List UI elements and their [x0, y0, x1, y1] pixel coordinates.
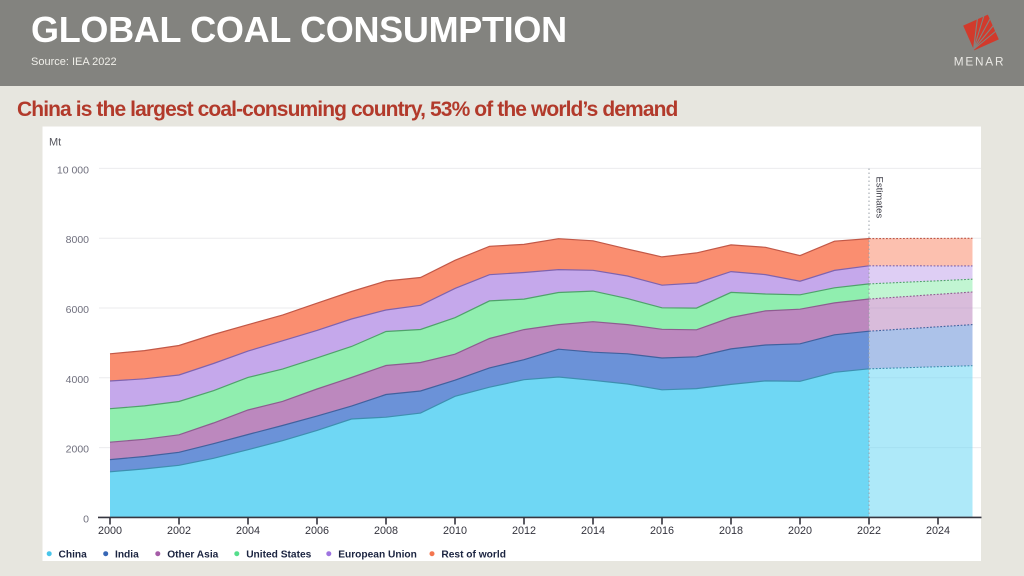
svg-text:Estimates: Estimates	[874, 177, 885, 219]
svg-text:Other Asia: Other Asia	[167, 549, 218, 560]
svg-text:2020: 2020	[788, 525, 812, 537]
svg-text:Rest of world: Rest of world	[441, 549, 506, 560]
svg-text:2000: 2000	[98, 525, 122, 537]
svg-text:6000: 6000	[66, 304, 90, 316]
svg-text:MENAR: MENAR	[954, 54, 1006, 68]
svg-text:10 000: 10 000	[57, 164, 89, 176]
svg-text:8000: 8000	[66, 234, 90, 246]
svg-text:2006: 2006	[305, 525, 329, 537]
svg-text:China: China	[59, 549, 88, 560]
svg-text:Mt: Mt	[49, 137, 61, 149]
svg-text:2016: 2016	[650, 525, 674, 537]
svg-text:2010: 2010	[443, 525, 467, 537]
svg-text:European Union: European Union	[338, 549, 417, 560]
svg-text:2022: 2022	[857, 525, 881, 537]
svg-text:2004: 2004	[236, 525, 260, 537]
svg-text:4000: 4000	[66, 374, 90, 386]
svg-text:United States: United States	[246, 549, 311, 560]
svg-text:2018: 2018	[719, 525, 743, 537]
svg-text:2014: 2014	[581, 525, 605, 537]
svg-text:0: 0	[83, 513, 89, 525]
svg-text:2012: 2012	[512, 525, 536, 537]
svg-text:India: India	[115, 549, 139, 560]
svg-text:2002: 2002	[167, 525, 191, 537]
svg-text:2000: 2000	[66, 444, 90, 456]
svg-text:2024: 2024	[926, 525, 950, 537]
svg-text:2008: 2008	[374, 525, 398, 537]
